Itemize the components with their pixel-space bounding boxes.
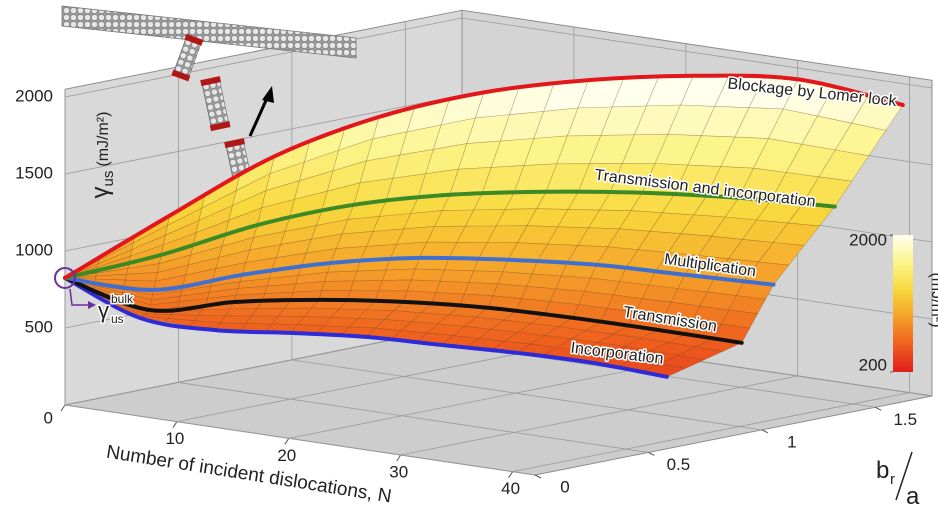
x-tick (60, 404, 66, 412)
x-tick-label: 40 (501, 479, 520, 498)
surface-cell (435, 280, 470, 295)
y-tick (648, 451, 655, 456)
x-tick (284, 438, 290, 445)
grid-line (64, 404, 536, 476)
colorbar-label: (mJ/m²) (928, 272, 938, 327)
annotation-symbol: γ (98, 298, 109, 323)
surface-cell (464, 282, 499, 297)
surface (63, 73, 905, 379)
curve (63, 189, 837, 280)
surface-cell (410, 268, 445, 282)
crystal-1 (171, 33, 204, 82)
y-tick (761, 429, 769, 434)
surface-cell (677, 346, 724, 361)
surface-cell (468, 270, 504, 285)
z-tick-label: 0 (44, 408, 53, 427)
y-tick-label: 0 (560, 477, 569, 496)
annotation-arrow-head (88, 301, 96, 309)
surface-cell (406, 279, 441, 293)
y-tick-label: 1 (787, 432, 796, 451)
z-label-unit: (mJ/m²) (95, 112, 112, 167)
z-label-sub: us (100, 171, 117, 187)
colorbar (893, 235, 913, 372)
y-label-sub: r (890, 471, 895, 488)
surface-cell (720, 309, 758, 329)
surface-cell (659, 354, 705, 369)
colorbar-tick-label: 2000 (849, 230, 887, 249)
bulk-marker (54, 266, 76, 289)
grid-line (512, 392, 910, 473)
grid-line (400, 375, 798, 456)
x-tick-label: 30 (389, 462, 408, 481)
arrow-head (262, 86, 274, 103)
grid-line (461, 17, 933, 89)
surface-cell (439, 269, 475, 283)
x-axis-label: Number of incident dislocations, N (105, 442, 393, 508)
surface-cell (772, 222, 820, 246)
x-tick (396, 454, 402, 462)
grid-line (64, 17, 463, 98)
surface-cell (349, 280, 383, 292)
z-tick-label: 1000 (15, 240, 53, 259)
surface-cell (324, 270, 358, 282)
surface-cell (378, 279, 412, 292)
y-label-b: b (876, 457, 889, 484)
curve (63, 73, 905, 280)
surface-cell (197, 308, 230, 317)
grid-line (176, 342, 574, 423)
z-tick-label: 2000 (15, 86, 53, 105)
annotation-sub: us (111, 312, 124, 326)
x-tick-label: 10 (165, 429, 184, 448)
y-label-slash (895, 451, 913, 501)
y-label-a: a (906, 483, 920, 510)
z-tick-label: 500 (25, 317, 53, 336)
grid-line (64, 94, 463, 175)
dislocation-plate (61, 5, 357, 59)
y-tick-label: 0.5 (667, 455, 691, 474)
colorbar-tick-label: 200 (859, 355, 887, 374)
crystal-2 (200, 76, 231, 132)
surface-cell (382, 268, 416, 281)
surface-cell (321, 280, 354, 292)
z-label-symbol: γ (87, 186, 114, 198)
curve (63, 255, 776, 292)
surface-cell (125, 272, 158, 282)
z-tick-label: 1500 (15, 163, 53, 182)
annotation-arrow (69, 288, 92, 306)
y-tick-label: 1.5 (893, 410, 917, 429)
arrow-shaft (248, 95, 270, 137)
x-tick-label: 20 (277, 446, 296, 465)
y-tick (875, 406, 882, 411)
curve (63, 275, 744, 345)
grid-line (291, 359, 762, 431)
z-axis-label: γus (mJ/m²) (87, 112, 117, 199)
y-tick (534, 474, 542, 479)
curve (63, 275, 669, 379)
grid-line (288, 358, 686, 439)
annotation-sup: bulk (111, 292, 134, 306)
surface-cell (353, 269, 387, 282)
grid-line (178, 382, 649, 453)
x-tick (172, 421, 178, 428)
x-tick (508, 471, 514, 478)
